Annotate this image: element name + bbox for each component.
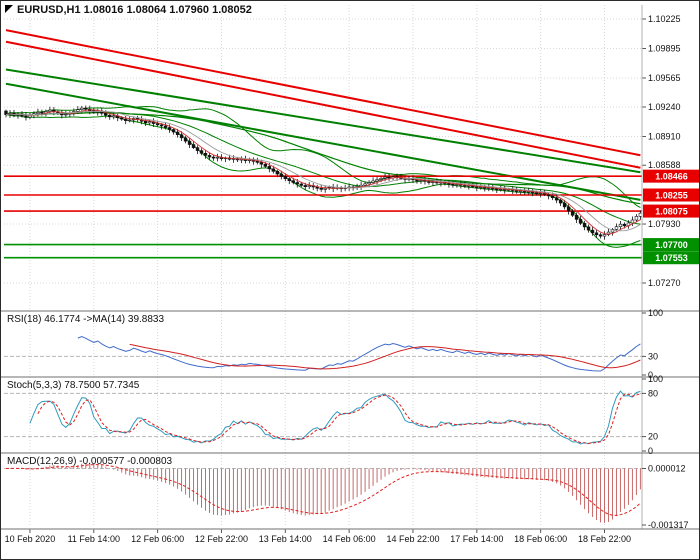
price-line-badge-label: 1.08255 [655,190,688,200]
chart-shift-icon [5,5,13,13]
chart-title: EURUSD,H1 1.08016 1.08064 1.07960 1.0805… [5,4,252,16]
price-tick-label: 1.10225 [648,14,681,24]
rsi-pane-label: RSI(18) 46.1774 ->MA(14) 39.8833 [7,314,165,325]
ma-bollinger-layer [5,105,641,248]
macd-pane-label: MACD(12,26,9) -0.000577 -0.000803 [7,456,173,467]
price-tick-label: 1.08910 [648,131,681,141]
time-axis-label: 11 Feb 14:00 [68,534,120,544]
price-line-badge [643,238,699,252]
price-line-badge [643,251,699,265]
macd-tick-label: -0.001317 [648,520,689,530]
price-tick-label: 1.08588 [648,160,681,170]
macd-tick-label: 0.000012 [648,464,686,474]
price-tick-label: 1.07930 [648,219,681,229]
price-line-badge-label: 1.08075 [655,207,688,217]
stoch-tick-label: 100 [648,374,663,384]
time-axis-label: 17 Feb 14:00 [450,534,503,544]
price-line-badge [643,188,699,202]
time-axis-label: 14 Feb 06:00 [323,534,376,544]
rsi-tick-label: 0 [648,370,653,380]
price-tick-label: 1.07270 [648,278,681,288]
price-line-badge [643,169,699,183]
time-axis-label: 12 Feb 06:00 [131,534,184,544]
time-axis-label: 13 Feb 14:00 [259,534,312,544]
price-tick-label: 1.09240 [648,102,681,112]
fast-ma-layer [5,109,641,235]
axis-layer: 1.10225 1.09895 1.09565 1.09240 1.08910 1.085… [1,5,699,544]
rsi-tick-label: 100 [648,308,663,318]
stoch-tick-label: 20 [648,432,658,442]
grid-layer [4,5,642,527]
horizontal-line-layer [4,175,642,259]
time-axis-label: 12 Feb 22:00 [195,534,248,544]
price-line-badge-label: 1.07553 [655,253,688,263]
time-axis-label: 10 Feb 2020 [5,534,56,544]
time-axis-label: 18 Feb 06:00 [514,534,567,544]
indicator-layer [4,335,642,523]
price-line-badge [643,204,699,218]
price-line-badge-label: 1.07700 [655,240,688,250]
rsi-tick-label: 30 [648,351,658,361]
price-tick-label: 1.09895 [648,43,681,53]
candlestick-layer [4,105,643,240]
stoch-tick-label: 0 [648,446,653,456]
stoch-tick-label: 80 [648,388,658,398]
time-axis-label: 14 Feb 22:00 [386,534,439,544]
price-line-badge-label: 1.08466 [655,172,688,182]
time-axis-label: 18 Feb 22:00 [578,534,631,544]
stoch-pane-label: Stoch(5,3,3) 78.7500 57.7345 [7,380,140,391]
chart-title-text: EURUSD,H1 1.08016 1.08064 1.07960 1.0805… [17,4,252,16]
price-tick-label: 1.09565 [648,73,681,83]
trendline-layer [5,29,641,201]
